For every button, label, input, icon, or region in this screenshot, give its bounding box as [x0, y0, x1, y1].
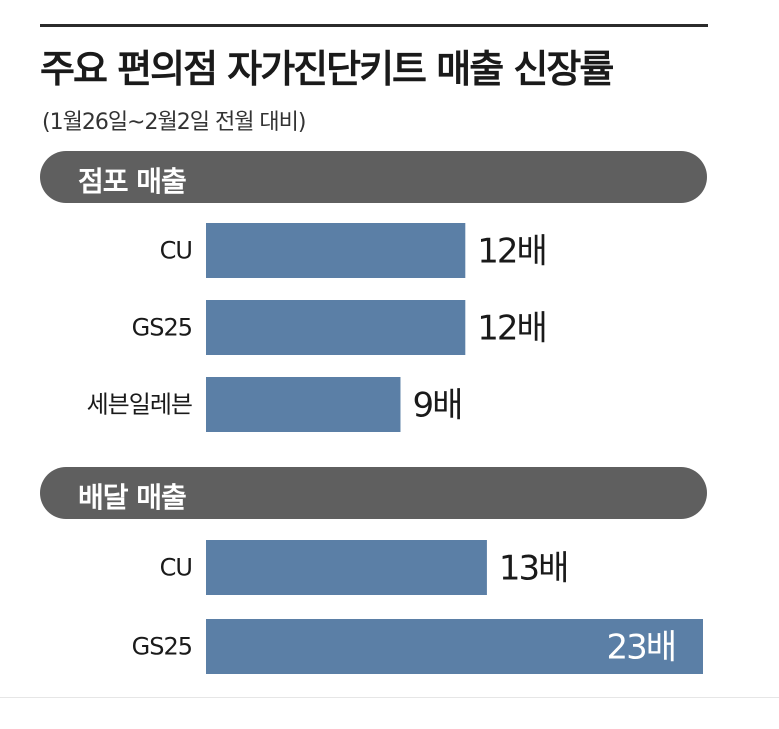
bar — [206, 377, 401, 432]
chart-subtitle: (1월26일~2월2일 전월 대비) — [42, 110, 306, 135]
value-label: 13배 — [499, 549, 568, 589]
bar — [206, 619, 703, 674]
category-label: CU — [160, 237, 192, 265]
value-label: 9배 — [412, 386, 461, 426]
category-label: GS25 — [132, 314, 192, 342]
value-label: 12배 — [477, 309, 546, 349]
chart-title: 주요 편의점 자가진단키트 매출 신장률 — [40, 47, 614, 91]
top-rule — [40, 24, 708, 27]
section-header-delivery-sales: 배달 매출 — [40, 467, 707, 519]
bar — [206, 300, 466, 355]
section-header-store-sales: 점포 매출 — [40, 151, 707, 203]
category-label: 세븐일레븐 — [87, 391, 192, 419]
value-label: 12배 — [477, 232, 546, 272]
bar — [206, 540, 487, 595]
category-label: CU — [160, 554, 192, 582]
section-label: 점포 매출 — [78, 165, 187, 198]
section-label: 배달 매출 — [78, 481, 187, 514]
bottom-rule — [0, 697, 779, 698]
value-label: 23배 — [606, 628, 675, 668]
bar — [206, 223, 466, 278]
category-label: GS25 — [132, 633, 192, 661]
